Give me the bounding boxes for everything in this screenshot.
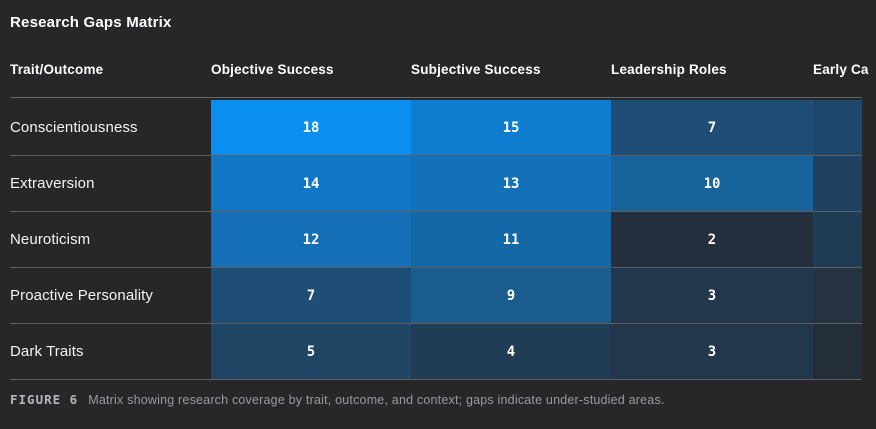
- heatmap-cell: [813, 156, 862, 211]
- heatmap-cell: 2: [611, 212, 813, 267]
- heatmap-cell: 18: [211, 100, 411, 155]
- row-label-dark-traits: Dark Traits: [10, 343, 84, 360]
- row-label-conscientiousness: Conscientiousness: [10, 119, 138, 136]
- table-row: Proactive Personality 7 9 3: [10, 268, 862, 324]
- matrix-header-row: Trait/Outcome Objective Success Subjecti…: [10, 62, 876, 77]
- heatmap-cell: 14: [211, 156, 411, 211]
- heatmap-cell: 12: [211, 212, 411, 267]
- heatmap-cell: 15: [411, 100, 611, 155]
- heatmap-cell: 3: [611, 324, 813, 379]
- table-row: Conscientiousness 18 15 7: [10, 100, 862, 156]
- column-header-objective-success: Objective Success: [211, 62, 334, 77]
- heatmap-cell: 3: [611, 268, 813, 323]
- heatmap-cell: 13: [411, 156, 611, 211]
- heatmap-cell: 5: [211, 324, 411, 379]
- row-label-extraversion: Extraversion: [10, 175, 95, 192]
- table-row: Dark Traits 5 4 3: [10, 324, 862, 380]
- row-label-proactive-personality: Proactive Personality: [10, 287, 153, 304]
- figure-caption-text: Matrix showing research coverage by trai…: [88, 393, 665, 407]
- row-label-neuroticism: Neuroticism: [10, 231, 91, 248]
- heatmap-cell: 4: [411, 324, 611, 379]
- heatmap-cell: [813, 100, 862, 155]
- page-title: Research Gaps Matrix: [10, 14, 172, 31]
- table-row: Extraversion 14 13 10: [10, 156, 862, 212]
- heatmap-cell: 11: [411, 212, 611, 267]
- heatmap-cell: 9: [411, 268, 611, 323]
- column-header-subjective-success: Subjective Success: [411, 62, 541, 77]
- table-row: Neuroticism 12 11 2: [10, 212, 862, 268]
- heatmap-cell: [813, 324, 862, 379]
- figure-caption: FIGURE 6 Matrix showing research coverage…: [10, 392, 876, 407]
- column-header-early-career: Early Ca: [813, 62, 869, 77]
- matrix-table: Conscientiousness 18 15 7 Extraversion 1…: [10, 97, 862, 380]
- column-header-trait-outcome: Trait/Outcome: [10, 62, 104, 77]
- figure-caption-tag: FIGURE 6: [10, 392, 79, 407]
- heatmap-cell: 7: [211, 268, 411, 323]
- heatmap-cell: [813, 268, 862, 323]
- heatmap-cell: 7: [611, 100, 813, 155]
- column-header-leadership-roles: Leadership Roles: [611, 62, 727, 77]
- heatmap-cell: [813, 212, 862, 267]
- heatmap-cell: 10: [611, 156, 813, 211]
